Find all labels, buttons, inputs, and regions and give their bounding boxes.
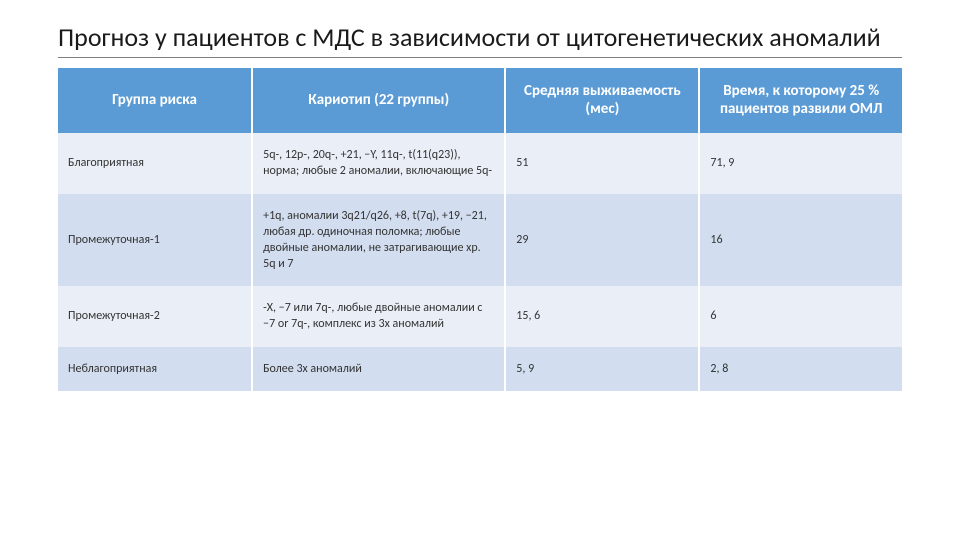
cell-survival: 29 [505,194,699,287]
cell-time25: 16 [699,194,902,287]
prognosis-table: Группа риска Кариотип (22 группы) Средня… [58,68,902,391]
cell-survival: 15, 6 [505,286,699,346]
cell-survival: 51 [505,133,699,193]
table-header-row: Группа риска Кариотип (22 группы) Средня… [58,68,902,134]
table-row: Промежуточная-2 -X, −7 или 7q-, любые дв… [58,286,902,346]
cell-time25: 6 [699,286,902,346]
cell-group: Неблагоприятная [58,347,252,391]
cell-karyotype: Более 3х аномалий [252,347,505,391]
table-row: Промежуточная-1 +1q, аномалии 3q21/q26, … [58,194,902,287]
table-row: Благоприятная 5q-, 12p-, 20q-, +21, −Y, … [58,133,902,193]
cell-karyotype: 5q-, 12p-, 20q-, +21, −Y, 11q-, t(11(q23… [252,133,505,193]
col-header-time25: Время, к которому 25 % пациентов развили… [699,68,902,134]
col-header-group: Группа риска [58,68,252,134]
cell-time25: 71, 9 [699,133,902,193]
cell-group: Промежуточная-2 [58,286,252,346]
col-header-survival: Средняя выживаемость (мес) [505,68,699,134]
cell-group: Промежуточная-1 [58,194,252,287]
cell-karyotype: +1q, аномалии 3q21/q26, +8, t(7q), +19, … [252,194,505,287]
cell-group: Благоприятная [58,133,252,193]
table-row: Неблагоприятная Более 3х аномалий 5, 9 2… [58,347,902,391]
cell-time25: 2, 8 [699,347,902,391]
page-title: Прогноз у пациентов с МДС в зависимости … [58,22,902,58]
col-header-karyotype: Кариотип (22 группы) [252,68,505,134]
cell-survival: 5, 9 [505,347,699,391]
cell-karyotype: -X, −7 или 7q-, любые двойные аномалии с… [252,286,505,346]
